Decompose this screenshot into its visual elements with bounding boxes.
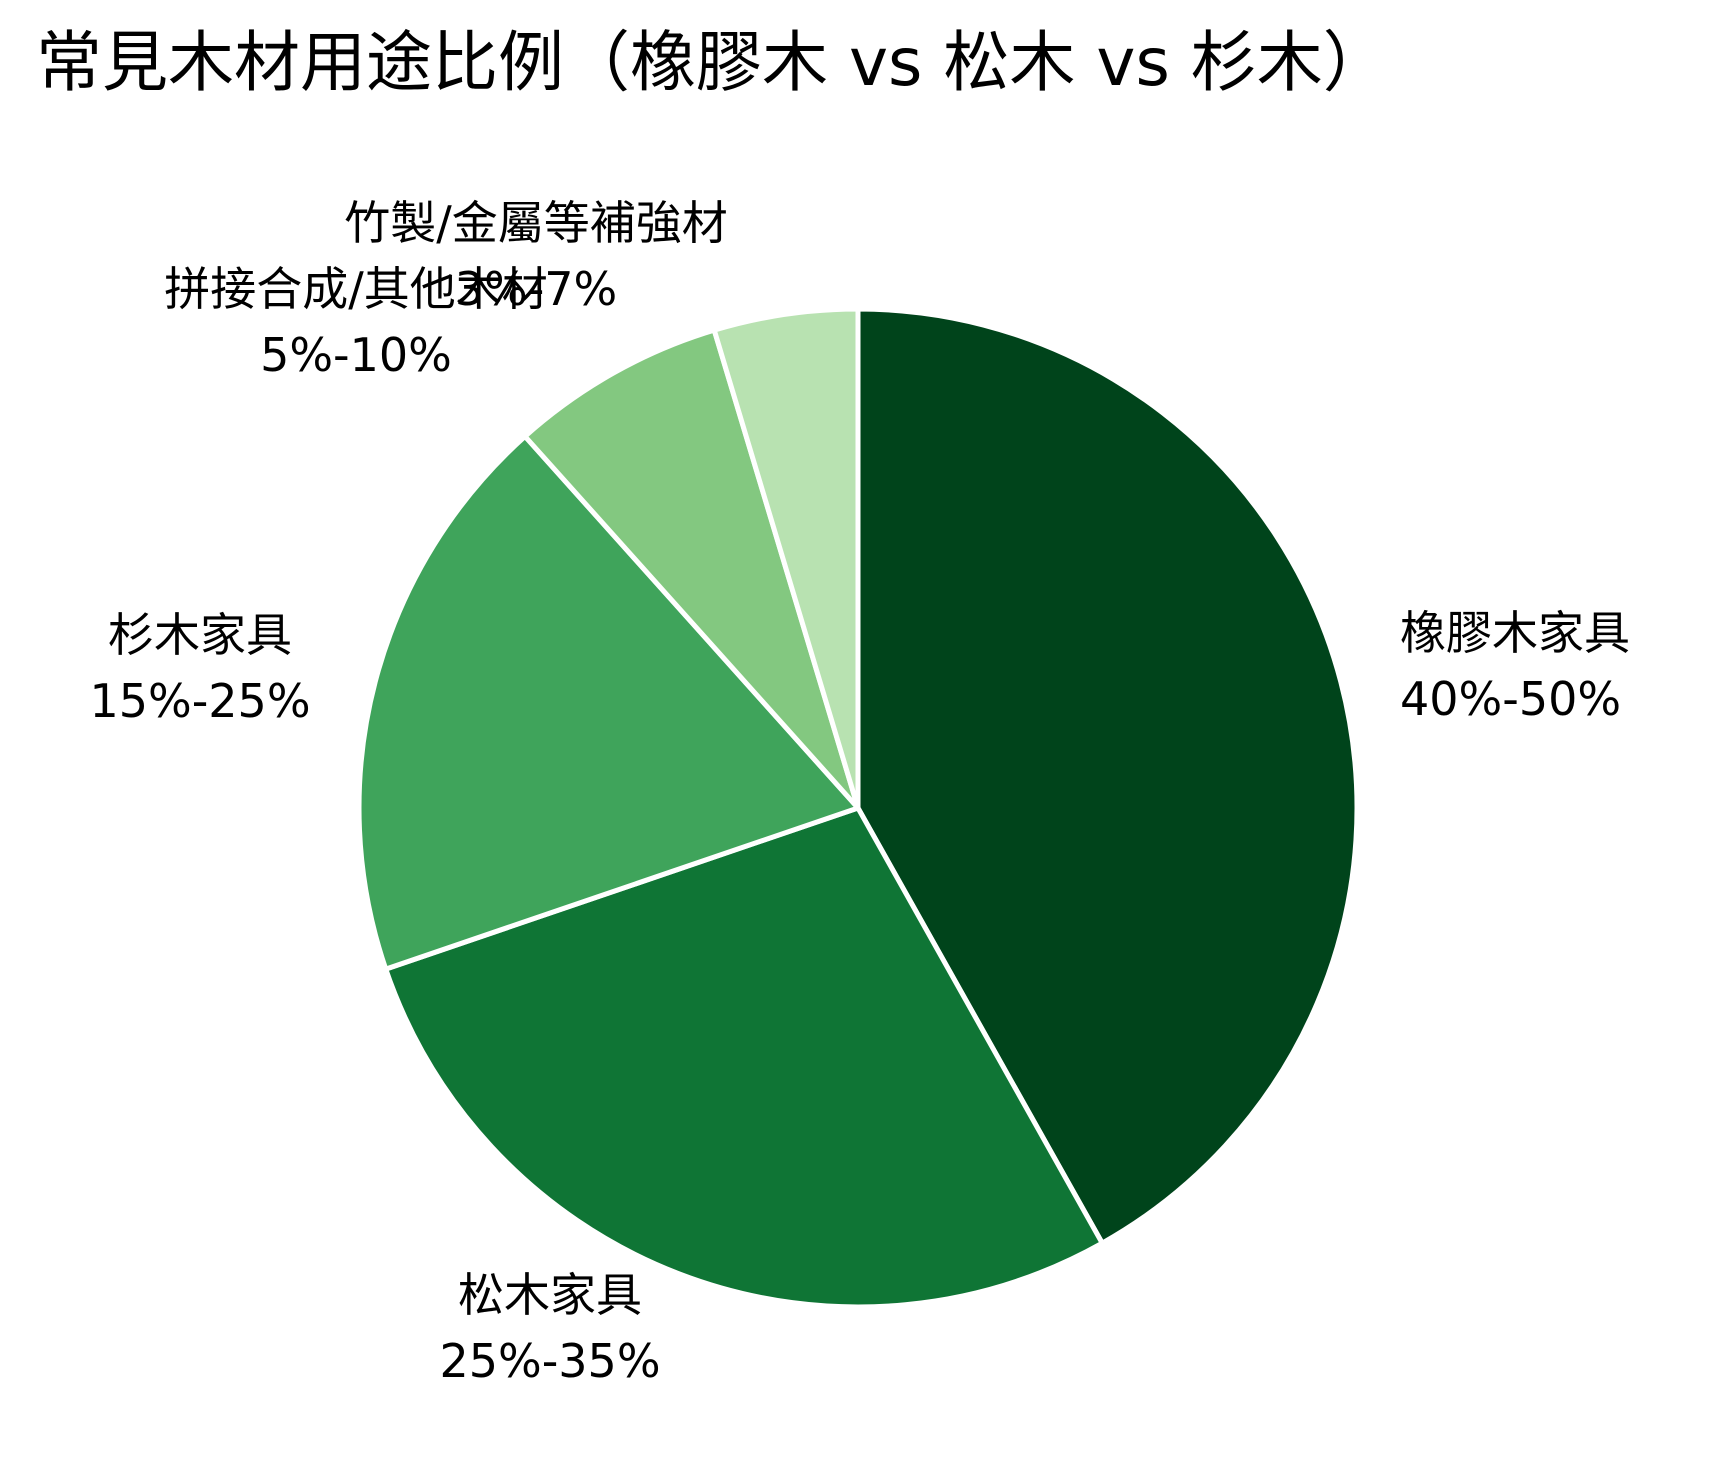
label-pine-range: 25%-35% [439,1334,661,1388]
label-cedar-range: 15%-25% [89,674,311,728]
slice-pine [383,805,1105,1310]
label-composite-name: 拼接合成/其他木材 [164,262,548,316]
slice-cedar [356,433,861,972]
slice-rubberwood [855,306,1360,1246]
label-cedar: 杉木家具 15%-25% [60,602,340,734]
slice-composite [522,327,861,811]
label-composite-range: 5%-10% [260,328,452,382]
chart-title: 常見木材用途比例（橡膠木 vs 松木 vs 杉木） [36,24,1389,101]
label-rubberwood-name: 橡膠木家具 [1400,606,1630,660]
slice-reinforcement [711,306,861,811]
label-cedar-name: 杉木家具 [108,608,292,662]
label-rubberwood: 橡膠木家具 40%-50% [1400,600,1630,732]
label-reinforcement-name: 竹製/金屬等補強材 [344,196,728,250]
label-pine-name: 松木家具 [458,1268,642,1322]
label-pine: 松木家具 25%-35% [400,1262,700,1394]
label-reinforcement-range: 3%-7% [454,262,618,316]
label-reinforcement: 竹製/金屬等補強材 3%-7% [286,190,786,322]
label-rubberwood-range: 40%-50% [1400,672,1622,726]
label-composite: 拼接合成/其他木材 5%-10% [96,256,616,388]
